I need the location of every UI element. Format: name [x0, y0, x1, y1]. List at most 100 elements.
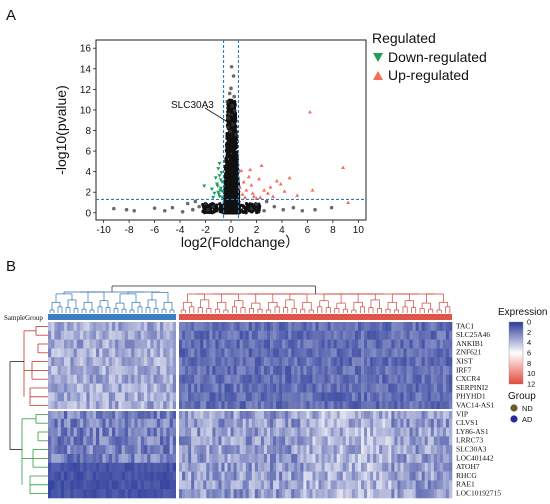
heatmap-cell [112, 401, 116, 411]
heatmap-cell [163, 348, 167, 358]
heatmap-cell [385, 357, 389, 367]
heatmap-cell [276, 383, 280, 393]
heatmap-cell [436, 445, 441, 455]
heatmap-cell [309, 436, 313, 446]
heatmap-cell [239, 357, 243, 367]
heatmap-cell [73, 357, 78, 367]
heatmap-cell [297, 401, 301, 411]
heatmap-cell [227, 383, 231, 393]
heatmap-cell [248, 462, 253, 472]
heatmap-cell [70, 445, 74, 455]
heatmap-cell [351, 383, 356, 393]
heatmap-cell [230, 480, 234, 490]
heatmap-cell [403, 366, 407, 376]
heatmap-cell [415, 392, 419, 402]
heatmap-cell [297, 454, 301, 464]
heatmap-cell [312, 445, 316, 455]
heatmap-cell [439, 401, 444, 411]
heatmap-cell [312, 366, 316, 376]
heatmap-cell [260, 489, 265, 499]
heatmap-cell [76, 489, 81, 499]
heatmap-cell [345, 445, 350, 455]
heatmap-cell [51, 348, 55, 358]
heatmap-cell [403, 410, 407, 420]
heatmap-cell [385, 471, 389, 481]
heatmap-cell [251, 480, 256, 490]
heatmap-cell [115, 339, 119, 349]
heatmap-cell [112, 462, 116, 472]
heatmap-cell [83, 471, 87, 481]
heatmap-cell [203, 366, 207, 376]
heatmap-cell [445, 471, 450, 481]
dense-point [244, 211, 248, 215]
heatmap-cell [251, 454, 256, 464]
up-regulated-point [265, 191, 270, 195]
heatmap-cell [86, 322, 90, 332]
heatmap-cell [348, 410, 353, 420]
heatmap-cell [394, 322, 398, 332]
heatmap-cell [351, 330, 356, 340]
heatmap-cell [233, 357, 237, 367]
heatmap-cell [102, 480, 106, 490]
heatmap-cell [209, 480, 213, 490]
heatmap-cell [212, 462, 216, 472]
gene-label: CLVS1 [456, 418, 478, 427]
heatmap-cell [172, 348, 177, 358]
heatmap-cell [379, 418, 383, 428]
heatmap-cell [73, 339, 78, 349]
heatmap-cell [324, 436, 328, 446]
heatmap-cell [80, 383, 84, 393]
heatmap-cell [197, 436, 201, 446]
heatmap-cell [200, 462, 204, 472]
heatmap-cell [339, 401, 344, 411]
heatmap-cell [442, 339, 447, 349]
heatmap-cell [373, 401, 377, 411]
heatmap-cell [385, 445, 389, 455]
heatmap-cell [147, 374, 151, 384]
heatmap-cell [70, 489, 74, 499]
heatmap-cell [445, 454, 450, 464]
heatmap-cell [224, 445, 228, 455]
heatmap-cell [150, 471, 154, 481]
heatmap-cell [200, 480, 204, 490]
heatmap-cell [105, 436, 110, 446]
heatmap-cell [48, 410, 52, 420]
up-regulated-point [262, 188, 267, 192]
heatmap-cell [105, 410, 110, 420]
heatmap-cell [418, 445, 422, 455]
heatmap-cell [357, 322, 362, 332]
heatmap-cell [388, 383, 392, 393]
heatmap-cell [140, 374, 145, 384]
heatmap-cell [327, 489, 331, 499]
heatmap-cell [285, 357, 289, 367]
heatmap-cell [99, 366, 103, 376]
heatmap-cell [191, 357, 195, 367]
sample-group-bar [48, 314, 452, 320]
down-regulated-point [218, 186, 223, 191]
heatmap-cell [233, 427, 237, 437]
heatmap-cell [57, 445, 62, 455]
heatmap-cell [215, 357, 219, 367]
heatmap-cell [333, 339, 338, 349]
heatmap-cell [245, 357, 250, 367]
heatmap-cell [134, 366, 138, 376]
heatmap-cell [108, 445, 113, 455]
heatmap-cell [418, 339, 422, 349]
heatmap-cell [342, 462, 347, 472]
heatmap-cell [182, 489, 186, 499]
heatmap-cell [391, 339, 395, 349]
heatmap-cell [424, 339, 429, 349]
heatmap-cell [394, 480, 398, 490]
heatmap-cell [342, 348, 347, 358]
heatmap-cell [172, 357, 177, 367]
heatmap-cell [433, 427, 438, 437]
heatmap-cell [242, 489, 247, 499]
heatmap-cell [376, 427, 380, 437]
heatmap-cell [60, 471, 65, 481]
heatmap-cell [379, 357, 383, 367]
heatmap-cell [227, 330, 231, 340]
heatmap-cell [294, 489, 298, 499]
heatmap-cell [209, 436, 213, 446]
heatmap-cell [160, 462, 164, 472]
heatmap-cell [233, 489, 237, 499]
